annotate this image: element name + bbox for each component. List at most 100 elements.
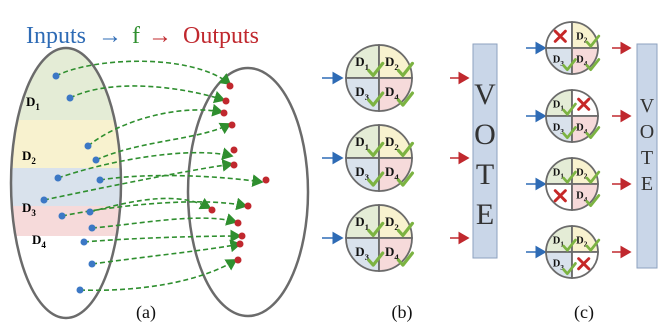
domain-label-d1: D1 xyxy=(553,167,565,180)
cross-icon xyxy=(553,29,567,43)
check-icon xyxy=(585,34,601,48)
svg-text:T: T xyxy=(641,147,653,169)
check-icon xyxy=(396,141,415,158)
domain-label-d2: D2 xyxy=(576,31,588,44)
model-circle: D1 D2 D3 xyxy=(545,225,601,279)
f-label: f xyxy=(132,23,140,49)
domain-label-d4: D4 xyxy=(385,244,399,262)
domain-label-d1: D1 xyxy=(355,214,369,232)
domain-label-d4: D4 xyxy=(576,55,588,68)
cross-icon xyxy=(577,257,591,271)
domain-label-d3: D3 xyxy=(553,55,565,68)
output-points xyxy=(208,82,270,264)
check-icon xyxy=(396,251,415,267)
model-circle: D1 D2 D3 D4 xyxy=(345,204,415,272)
quadrant-d2 xyxy=(571,157,599,185)
inputs-ellipse xyxy=(9,46,123,320)
domain-label-d2: D2 xyxy=(576,235,588,248)
quadrant-d4 xyxy=(378,157,413,192)
check-icon xyxy=(562,170,577,184)
quadrant-d2 xyxy=(378,124,413,159)
svg-text:O: O xyxy=(474,118,496,151)
domain-label-d3-a: D3 xyxy=(22,200,36,218)
quadrant-d1 xyxy=(545,157,573,185)
domain-label-d3: D3 xyxy=(355,244,369,262)
vote-box-b: V O T E xyxy=(472,43,498,259)
quadrant-d1 xyxy=(345,124,380,159)
domain-label-d4: D4 xyxy=(385,84,399,102)
check-icon xyxy=(367,61,385,78)
quadrant-d4 xyxy=(571,47,599,75)
domain-label-d3: D3 xyxy=(355,84,369,102)
check-icon xyxy=(396,61,415,78)
quadrant-d4 xyxy=(571,115,599,143)
check-icon xyxy=(585,170,601,184)
panel-b: D1 D2 D3 D4 D1 D2 D3 D4 D1 D2 D3 D4 xyxy=(322,44,470,272)
check-icon xyxy=(367,141,385,158)
check-icon xyxy=(396,171,415,187)
domain-label-d1: D1 xyxy=(553,235,565,248)
check-icon xyxy=(367,91,385,107)
header-line: Inputs → f → Outputs xyxy=(26,23,259,49)
check-icon xyxy=(367,171,385,187)
quadrant-d1 xyxy=(345,204,380,239)
domain-label-d3: D3 xyxy=(553,123,565,136)
domain-label-d2: D2 xyxy=(576,167,588,180)
svg-text:O: O xyxy=(640,121,654,143)
cross-icon xyxy=(577,97,591,111)
quadrant-d1 xyxy=(345,44,380,79)
caption-a: (a) xyxy=(136,302,156,323)
svg-text:V: V xyxy=(640,95,655,117)
domain-label-d1: D1 xyxy=(355,134,369,152)
domain-label-d1-a: D1 xyxy=(26,94,40,112)
svg-text:E: E xyxy=(641,173,653,195)
domain-label-d3: D3 xyxy=(355,164,369,182)
check-icon xyxy=(367,251,385,267)
check-icon xyxy=(367,221,385,238)
domain-label-d2-a: D2 xyxy=(22,148,36,166)
domain-label-d2: D2 xyxy=(385,214,399,232)
outputs-ellipse xyxy=(186,66,310,318)
check-icon xyxy=(585,58,601,72)
arrow-1: → xyxy=(98,23,122,49)
arrow-2: → xyxy=(148,23,172,49)
outputs-label: Outputs xyxy=(183,23,259,49)
inputs-label: Inputs xyxy=(26,23,86,49)
check-icon xyxy=(562,238,577,252)
quadrant-d2 xyxy=(571,21,599,49)
domain-label-d2: D2 xyxy=(385,134,399,152)
check-icon xyxy=(396,221,415,238)
quadrant-d2 xyxy=(378,44,413,79)
quadrant-d4 xyxy=(378,237,413,272)
quadrant-d4 xyxy=(378,77,413,112)
caption-b: (b) xyxy=(392,302,413,323)
domain-label-d1: D1 xyxy=(553,99,565,112)
quadrant-d4 xyxy=(571,183,599,211)
check-icon xyxy=(562,58,577,72)
model-circle: D1 D2 D4 xyxy=(545,157,601,211)
domain-label-d2: D2 xyxy=(385,54,399,72)
caption-c: (c) xyxy=(574,302,594,323)
domain-label-d4: D4 xyxy=(576,123,588,136)
check-icon xyxy=(585,194,601,208)
quadrant-d1 xyxy=(545,225,573,253)
check-icon xyxy=(562,126,577,140)
domain-label-d3: D3 xyxy=(553,259,565,272)
model-circle: D1 D2 D3 D4 xyxy=(345,44,415,112)
panel-c: D2 D3 D4 D1 D3 D4 D1 D2 D4 D1 D2 D3 xyxy=(526,21,632,279)
check-icon xyxy=(396,91,415,107)
check-icon xyxy=(585,238,601,252)
domain-label-d4: D4 xyxy=(576,191,588,204)
vote-box-c: V O T E xyxy=(636,43,658,269)
svg-text:V: V xyxy=(474,78,496,111)
domain-label-d1: D1 xyxy=(355,54,369,72)
model-circle: D1 D2 D3 D4 xyxy=(345,124,415,192)
mapping-arrows xyxy=(43,60,264,292)
model-circle: D2 D3 D4 xyxy=(545,21,601,75)
input-points xyxy=(40,72,104,294)
model-circle: D1 D3 D4 xyxy=(545,89,601,143)
check-icon xyxy=(585,126,601,140)
svg-text:E: E xyxy=(476,198,494,231)
